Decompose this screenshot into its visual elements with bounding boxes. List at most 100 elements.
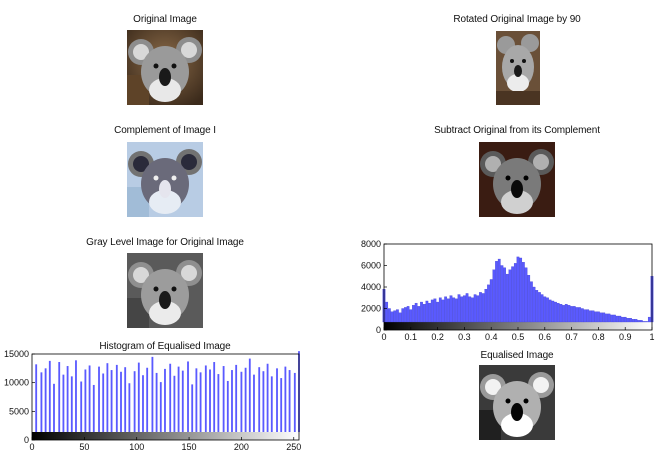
orig-bar [460, 296, 464, 323]
eq-bar [293, 372, 296, 432]
orig-bar [524, 267, 528, 323]
orig-xtick-label: 0.6 [539, 332, 552, 342]
orig-bar [452, 297, 456, 323]
orig-bar [586, 309, 590, 323]
eq-bar [284, 366, 287, 432]
orig-bar [412, 305, 415, 323]
orig-bar [527, 275, 531, 323]
orig-bar [396, 309, 399, 323]
orig-bar [489, 279, 493, 323]
orig-bar [495, 261, 498, 323]
orig-bar [390, 311, 394, 323]
orig-bar [634, 319, 638, 323]
orig-bar [597, 311, 600, 323]
orig-ytick-label: 0 [376, 325, 381, 335]
orig-bar [647, 316, 651, 323]
orig-bar [463, 295, 466, 323]
eq-bar [288, 370, 291, 432]
eq-bar [155, 372, 158, 432]
complement-image-title: Complement of Image I [114, 125, 216, 136]
eq-bar [235, 364, 238, 432]
orig-bar [594, 311, 598, 323]
eq-ytick-label: 5000 [9, 406, 29, 416]
orig-bar [613, 314, 616, 323]
orig-bar [556, 302, 560, 323]
orig-bar [530, 281, 533, 323]
eq-bar [248, 358, 251, 432]
orig-bar [605, 313, 608, 323]
orig-bar [420, 301, 423, 323]
eq-bar [44, 368, 47, 432]
orig-bar [433, 298, 437, 323]
orig-bar [559, 304, 563, 323]
eq-bar [226, 380, 229, 432]
orig-xtick-label: 0.4 [485, 332, 498, 342]
eq-colorbar [32, 432, 299, 440]
eq-bar [80, 381, 83, 432]
eq-ytick-label: 15000 [4, 349, 29, 359]
eq-bar [270, 376, 273, 432]
eq-bar [164, 368, 166, 432]
orig-bar [422, 304, 426, 323]
eq-bar [187, 361, 189, 432]
eq-xtick-label: 0 [29, 442, 34, 452]
orig-xtick-label: 1 [649, 332, 654, 342]
orig-xtick-label: 0.8 [592, 332, 605, 342]
orig-bar [599, 312, 603, 323]
eq-bar [253, 374, 255, 432]
orig-xtick-label: 0.5 [512, 332, 525, 342]
orig-bar [388, 308, 391, 323]
orig-bar [572, 306, 576, 323]
orig-bar [406, 306, 410, 323]
orig-bar [626, 318, 630, 323]
orig-bar [471, 297, 474, 323]
orig-bar [511, 266, 514, 323]
eq-bar [142, 375, 144, 432]
orig-bar [546, 297, 549, 323]
orig-bar [479, 292, 482, 323]
orig-bar [551, 300, 555, 323]
orig-xtick-label: 0.9 [619, 332, 632, 342]
eq-bar [98, 366, 100, 432]
eq-bar [53, 383, 55, 432]
eq-bar [199, 372, 202, 432]
original-image-title: Original Image [133, 14, 197, 25]
eq-bar [75, 360, 77, 432]
orig-bar [615, 315, 619, 323]
orig-ytick-label: 6000 [361, 261, 381, 271]
orig-xtick-label: 0.3 [458, 332, 471, 342]
orig-bar [543, 296, 547, 323]
orig-bar [564, 304, 568, 323]
eq-bar [231, 370, 233, 432]
orig-bar [578, 307, 581, 323]
eq-ytick-label: 0 [24, 435, 29, 445]
orig-bar [457, 294, 461, 323]
orig-bar [535, 290, 539, 323]
orig-bar [562, 305, 565, 323]
eq-bar [88, 365, 91, 432]
eq-bar [204, 365, 207, 432]
orig-bar [637, 320, 640, 323]
eq-bar [181, 370, 184, 432]
orig-bar [414, 302, 418, 323]
eq-bar [169, 363, 172, 432]
orig-bar [441, 299, 445, 323]
orig-bar [455, 298, 458, 323]
orig-bar [645, 321, 648, 323]
eq-bar [191, 384, 194, 432]
orig-bar [503, 267, 506, 323]
orig-bar [642, 321, 646, 323]
orig-bar [492, 269, 496, 323]
eq-bar [35, 364, 38, 432]
orig-bar [487, 284, 490, 323]
orig-bar [532, 286, 536, 323]
orig-bar [465, 293, 469, 323]
eq-bar [173, 375, 176, 432]
orig-bar [401, 308, 405, 323]
equalised-image-title: Equalised Image [480, 350, 554, 361]
orig-bar [591, 310, 595, 323]
orig-bar [575, 307, 579, 323]
eq-xtick-label: 150 [182, 442, 197, 452]
orig-bar [425, 300, 429, 323]
gray-koala-image [127, 253, 203, 328]
